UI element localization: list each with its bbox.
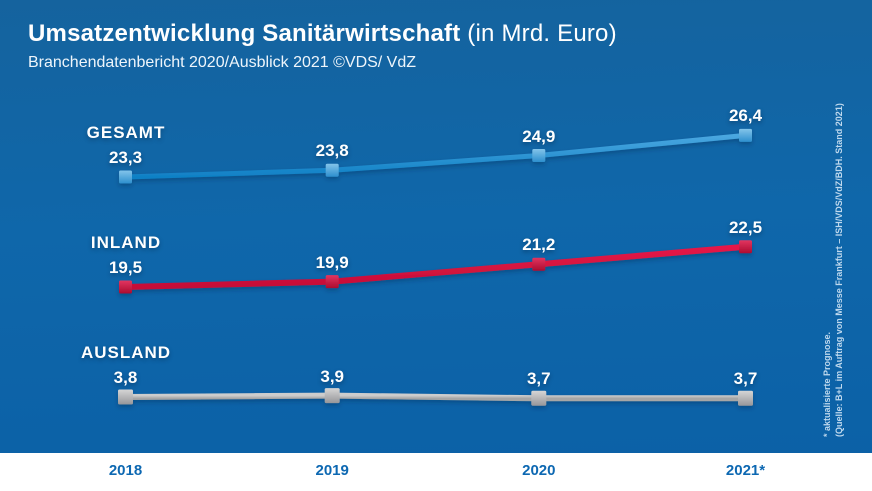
page-title: Umsatzentwicklung Sanitärwirtschaft (in … — [28, 20, 617, 49]
data-point-marker — [118, 389, 133, 405]
footnote: * aktualisierte Prognose. (Quelle: B+L i… — [821, 97, 845, 437]
data-point-marker — [739, 128, 752, 142]
data-point-marker — [119, 280, 132, 294]
data-point-marker — [532, 149, 546, 162]
data-point-marker — [531, 390, 547, 406]
data-point-marker — [739, 240, 752, 254]
data-point-marker — [325, 275, 339, 289]
x-axis-label: 2021* — [725, 462, 766, 479]
chart-subtitle: Branchendatenbericht 2020/Ausblick 2021 … — [28, 53, 417, 71]
data-point-marker — [532, 257, 546, 271]
data-point-marker — [738, 390, 753, 406]
title-suffix: (in Mrd. Euro) — [460, 20, 617, 47]
header: Umsatzentwicklung Sanitärwirtschaft (in … — [28, 20, 617, 72]
data-point-marker — [325, 163, 339, 177]
footnote-source: (Quelle: B+L im Auftrag von Messe Frankf… — [834, 103, 844, 437]
data-point-marker — [119, 170, 132, 184]
x-axis-label: 2018 — [108, 462, 143, 479]
x-axis-label: 2020 — [522, 462, 556, 479]
footnote-prognose: * aktualisierte Prognose. — [822, 331, 832, 437]
title-main: Umsatzentwicklung Sanitärwirtschaft — [28, 20, 461, 47]
series-line-inland — [119, 240, 752, 294]
x-axis-label: 2019 — [315, 462, 349, 479]
x-axis: 2018 2019 2020 2021* — [0, 453, 872, 491]
series-line-ausland — [118, 388, 753, 406]
series-line-gesamt — [119, 128, 752, 184]
data-point-marker — [324, 388, 340, 404]
